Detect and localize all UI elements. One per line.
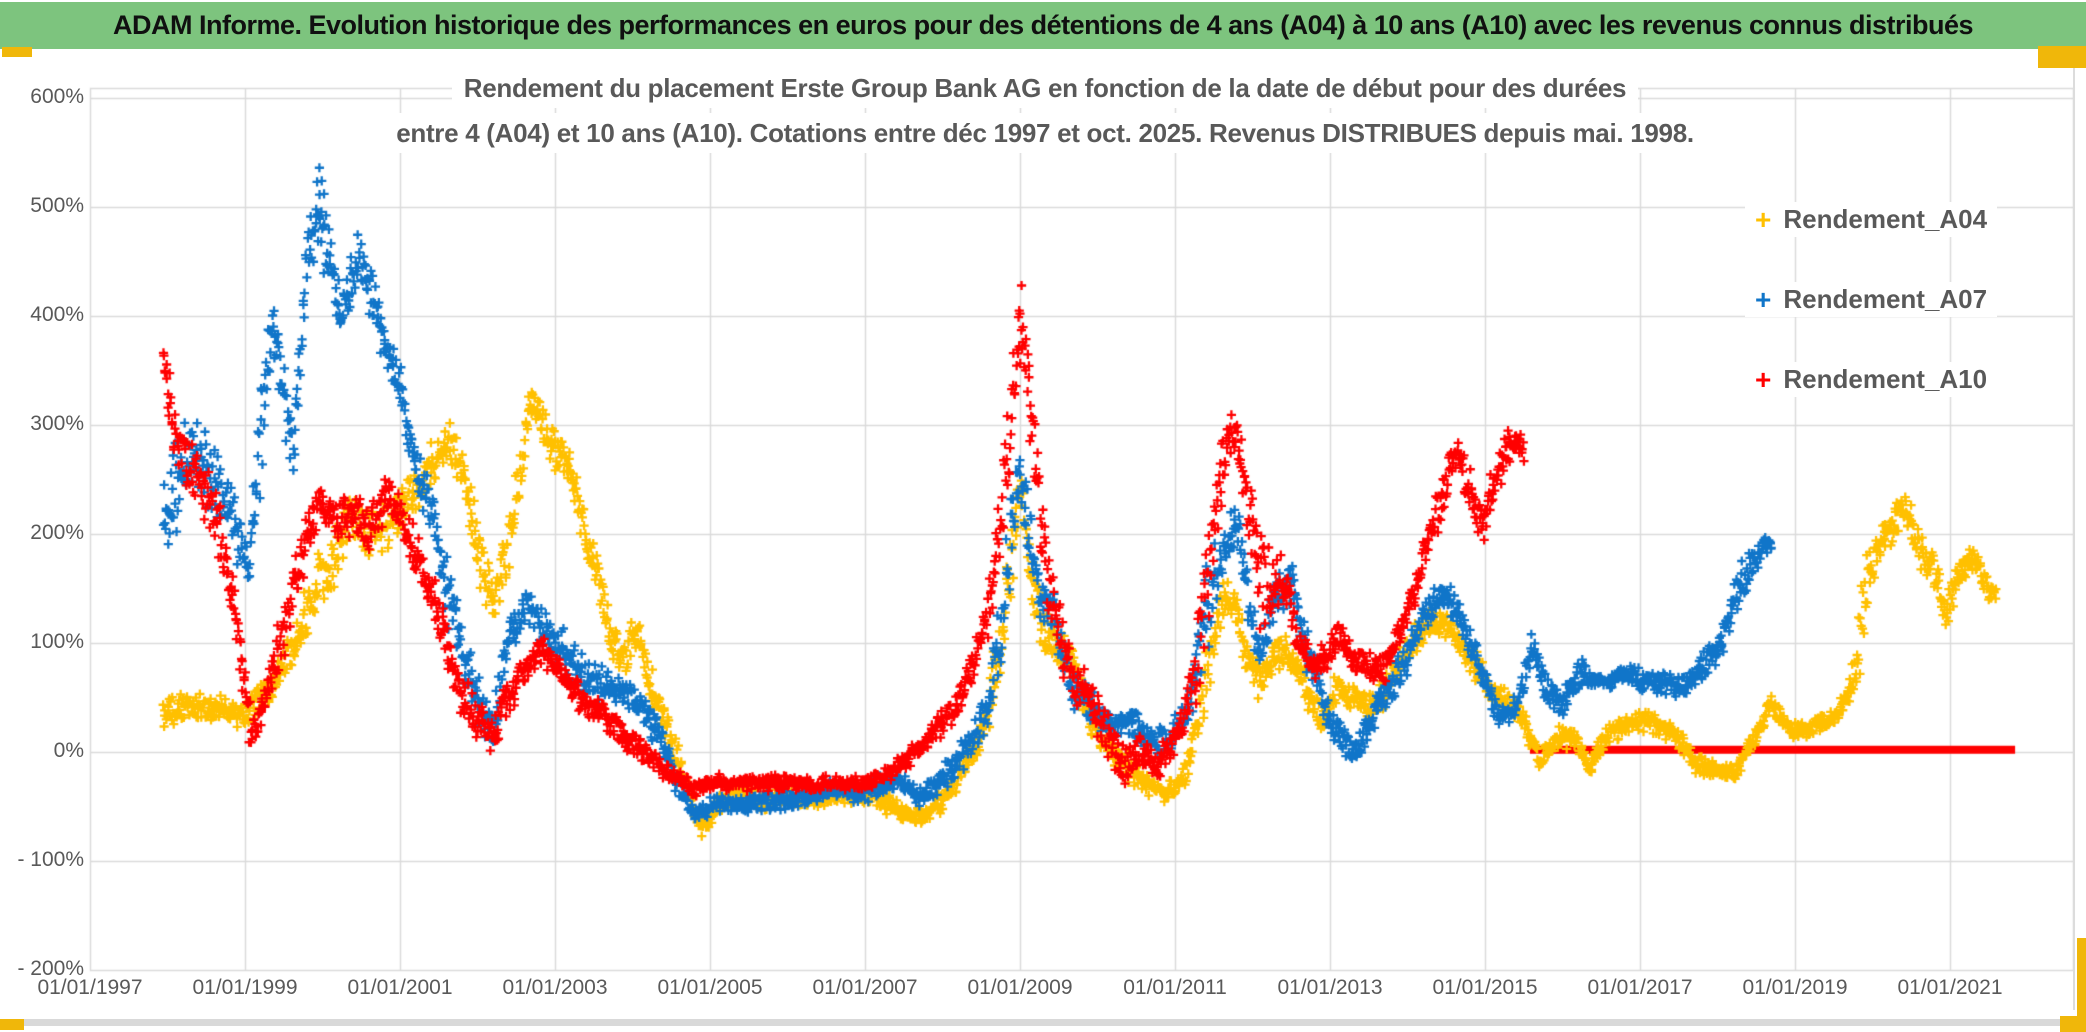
- gold-accent-top-right: [2038, 46, 2086, 68]
- x-axis-tick-label: 01/01/2021: [1897, 976, 2003, 999]
- y-axis-tick-label: 100%: [30, 630, 84, 653]
- legend-item-rendement-a07: + Rendement_A07: [1745, 282, 1998, 317]
- chart-title-line1: Rendement du placement Erste Group Bank …: [451, 68, 1639, 108]
- x-axis-tick-label: 01/01/2003: [502, 976, 608, 999]
- legend-label-a10: Rendement_A10: [1783, 364, 1988, 394]
- y-axis-tick-label: 500%: [30, 194, 84, 217]
- x-axis-tick-label: 01/01/2013: [1277, 976, 1383, 999]
- y-axis-tick-label: 200%: [30, 521, 84, 544]
- x-axis-tick-label: 01/01/2015: [1432, 976, 1538, 999]
- legend-item-rendement-a10: + Rendement_A10: [1745, 362, 1998, 397]
- chart-title: Rendement du placement Erste Group Bank …: [90, 68, 2000, 158]
- x-axis-tick-label: 01/01/2019: [1742, 976, 1848, 999]
- x-axis-tick-label: 01/01/2017: [1587, 976, 1693, 999]
- report-title: ADAM Informe. Evolution historique des p…: [112, 10, 1974, 40]
- y-axis-tick-label: 400%: [30, 303, 84, 326]
- plus-marker-icon: +: [1755, 363, 1772, 395]
- legend-item-rendement-a04: + Rendement_A04: [1745, 202, 1998, 237]
- legend-label-a04: Rendement_A04: [1783, 204, 1988, 234]
- report-title-bar: ADAM Informe. Evolution historique des p…: [0, 0, 2086, 49]
- x-axis-tick-label: 01/01/1997: [37, 976, 143, 999]
- chart-title-line2: entre 4 (A04) et 10 ans (A10). Cotations…: [384, 113, 1706, 153]
- y-axis-tick-label: 0%: [53, 739, 84, 762]
- right-divider: [2073, 48, 2075, 1010]
- gold-accent-right-edge: [2077, 938, 2086, 1026]
- x-axis-tick-label: 01/01/2005: [657, 976, 763, 999]
- gold-accent-bottom-right: [2060, 1016, 2086, 1032]
- y-axis-tick-label: 600%: [30, 85, 84, 108]
- gold-accent-top-left: [2, 47, 32, 57]
- x-axis-tick-label: 01/01/2009: [967, 976, 1073, 999]
- x-axis-tick-label: 01/01/2007: [812, 976, 918, 999]
- x-axis-tick-label: 01/01/2011: [1123, 976, 1227, 999]
- chart-title-row1: Rendement du placement Erste Group Bank …: [90, 68, 2000, 113]
- gold-accent-bottom-left: [0, 1019, 24, 1030]
- bottom-divider: [0, 1019, 2086, 1026]
- x-axis-tick-label: 01/01/1999: [192, 976, 298, 999]
- plus-marker-icon: +: [1755, 203, 1772, 235]
- y-axis-tick-label: - 200%: [17, 957, 84, 980]
- y-axis-tick-label: 300%: [30, 412, 84, 435]
- chart-title-row2: entre 4 (A04) et 10 ans (A10). Cotations…: [90, 113, 2000, 158]
- plus-marker-icon: +: [1755, 283, 1772, 315]
- legend-label-a07: Rendement_A07: [1783, 284, 1988, 314]
- x-axis-tick-label: 01/01/2001: [347, 976, 453, 999]
- y-axis-tick-label: - 100%: [17, 848, 84, 871]
